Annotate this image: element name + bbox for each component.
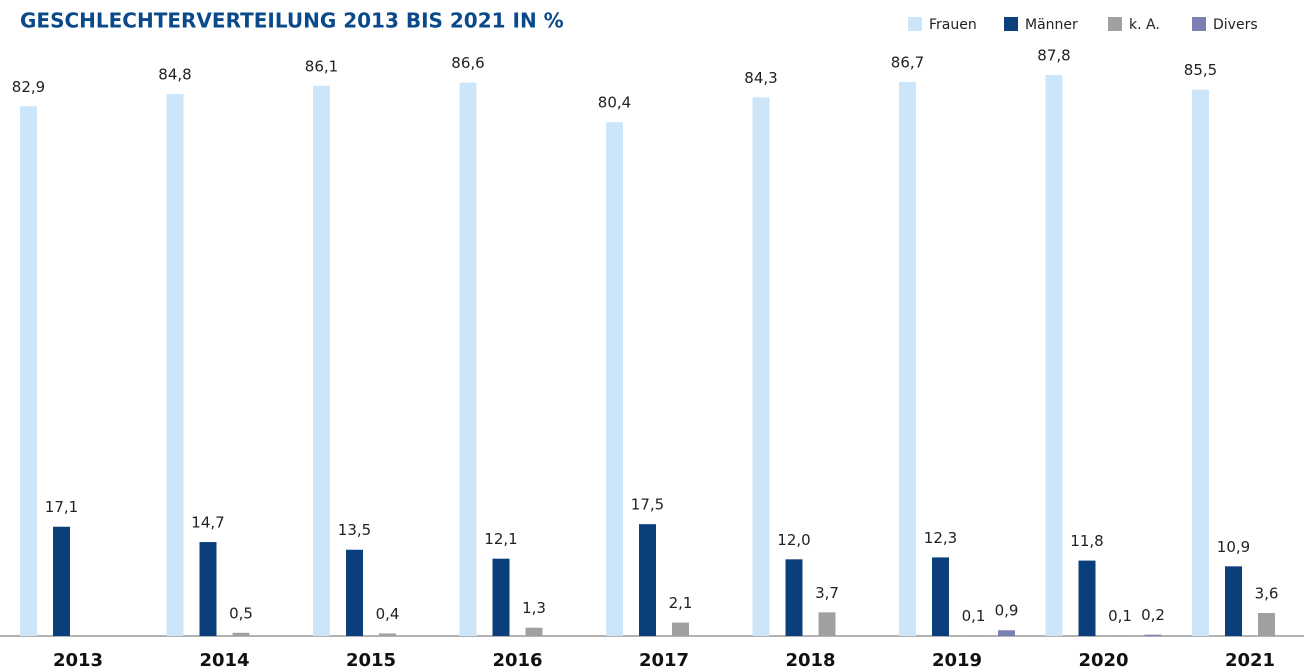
bar	[818, 612, 836, 636]
bar	[639, 524, 656, 636]
bar	[1258, 612, 1275, 636]
bar	[899, 81, 916, 636]
data-label: 0,2	[1141, 606, 1165, 624]
bar	[20, 106, 37, 637]
bar	[672, 622, 689, 636]
data-label: 10,9	[1217, 538, 1250, 556]
bar	[1111, 635, 1129, 636]
data-label: 0,1	[962, 607, 986, 625]
data-label: 2,1	[669, 594, 693, 612]
legend-label: Männer	[1025, 17, 1078, 33]
bar	[752, 97, 770, 636]
bar	[1192, 89, 1209, 636]
bar	[166, 94, 184, 637]
x-tick-label: 2018	[785, 650, 835, 671]
data-label: 11,8	[1070, 532, 1103, 550]
data-label: 0,9	[995, 602, 1019, 620]
legend-swatch	[1192, 17, 1206, 31]
bar	[346, 549, 363, 636]
legend-swatch	[1108, 17, 1122, 31]
data-label: 85,5	[1184, 61, 1217, 79]
data-label: 13,5	[338, 521, 371, 539]
legend-label: Divers	[1213, 17, 1258, 33]
bar	[459, 82, 477, 637]
bar	[1225, 566, 1242, 636]
data-label: 0,1	[1108, 607, 1132, 625]
bar	[313, 85, 330, 637]
bar	[492, 558, 510, 636]
data-label: 1,3	[522, 599, 546, 617]
data-label: 86,7	[891, 53, 924, 71]
bar	[785, 559, 803, 636]
bar	[965, 635, 982, 636]
data-label: 84,3	[744, 69, 777, 87]
data-label: 12,0	[777, 531, 810, 549]
data-label: 3,6	[1255, 584, 1279, 602]
data-label: 12,1	[484, 530, 517, 548]
x-tick-label: 2020	[1078, 650, 1128, 671]
bar	[1144, 634, 1162, 636]
data-label: 17,5	[631, 496, 664, 514]
chart-title: GESCHLECHTERVERTEILUNG 2013 BIS 2021 IN …	[20, 9, 564, 33]
x-tick-label: 2014	[199, 650, 249, 671]
legend-label: k. A.	[1129, 17, 1160, 33]
bar	[199, 542, 217, 636]
x-tick-label: 2016	[492, 650, 542, 671]
bar	[998, 630, 1015, 636]
data-label: 0,5	[229, 604, 253, 622]
data-label: 12,3	[924, 529, 957, 547]
bar	[1045, 74, 1063, 636]
legend-swatch	[1004, 17, 1018, 31]
x-tick-label: 2019	[932, 650, 982, 671]
bar	[53, 526, 70, 636]
bar	[1078, 560, 1096, 636]
x-tick-label: 2021	[1225, 650, 1275, 671]
legend-label: Frauen	[929, 17, 977, 33]
data-label: 87,8	[1037, 46, 1070, 64]
data-label: 17,1	[45, 498, 78, 516]
x-tick-label: 2015	[346, 650, 396, 671]
data-label: 14,7	[191, 514, 224, 532]
x-tick-label: 2013	[53, 650, 103, 671]
data-label: 82,9	[12, 78, 45, 96]
data-label: 3,7	[815, 584, 839, 602]
data-label: 80,4	[598, 94, 631, 112]
data-label: 84,8	[158, 66, 191, 84]
bar	[932, 557, 949, 636]
data-label: 0,4	[376, 605, 400, 623]
data-label: 86,6	[451, 54, 484, 72]
bar	[379, 633, 396, 636]
x-tick-label: 2017	[639, 650, 689, 671]
data-label: 86,1	[305, 57, 338, 75]
legend-swatch	[908, 17, 922, 31]
bar	[232, 632, 250, 636]
bar	[606, 122, 623, 636]
bar	[525, 627, 543, 636]
